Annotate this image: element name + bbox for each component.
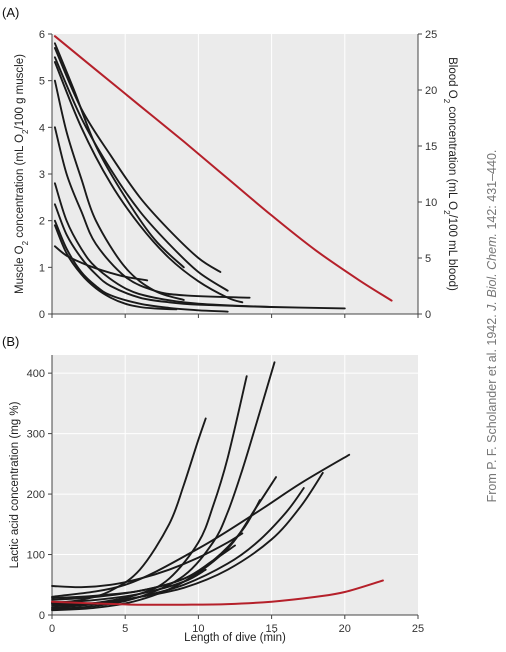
y-tick-label: 400 <box>27 368 45 380</box>
y-tick-label-right: 25 <box>425 29 437 41</box>
panel-a-label: (A) <box>2 5 19 20</box>
panel-a-chart: 0 1 2 3 4 5 6 0 5 10 15 20 25 Muscle O2 concentrati… <box>14 29 458 321</box>
panel-b-y-axis-label: Lactic acid concentration (mg %) <box>9 401 21 568</box>
x-tick-label: 0 <box>49 623 55 635</box>
red-series-line-12 <box>51 579 384 606</box>
x-tick-label: 15 <box>265 623 277 635</box>
black-series-line-1 <box>51 417 207 604</box>
panel-a-y-ticks-left: 0 1 2 3 4 5 6 <box>39 29 52 321</box>
y-tick-label-left: 2 <box>39 216 45 228</box>
y-tick-label-right: 20 <box>425 85 437 97</box>
black-series-line-6 <box>51 471 324 606</box>
black-series-line-8 <box>51 544 236 600</box>
y-tick-label-left: 0 <box>39 309 45 321</box>
black-series-line-7 <box>53 182 273 308</box>
y-tick-label-left: 4 <box>39 122 45 134</box>
source-credit: From P. F. Scholander et al. 1942. J. Bi… <box>485 150 499 503</box>
y-tick-label: 200 <box>27 489 45 501</box>
black-series-line-1 <box>53 42 185 269</box>
panel-a-right-axis-label: Blood O2 concentration (mL O2/100 mL blo… <box>443 57 459 291</box>
y-tick-label-left: 5 <box>39 76 45 88</box>
panel-b-x-ticks: 0 5 10 15 20 25 <box>49 615 424 635</box>
y-tick-label: 100 <box>27 550 45 562</box>
y-tick-label-right: 5 <box>425 253 431 265</box>
panel-b-y-ticks: 0 100 200 300 400 <box>27 368 52 622</box>
black-series-line-3 <box>53 56 229 292</box>
black-series-line-10 <box>51 532 244 589</box>
panel-b-plot-area <box>52 355 418 615</box>
y-tick-label: 300 <box>27 429 45 441</box>
black-series-line-10 <box>53 224 178 311</box>
y-tick-label-right: 10 <box>425 197 437 209</box>
panel-b-x-axis-label: Length of dive (min) <box>184 632 286 644</box>
x-tick-label: 25 <box>412 623 424 635</box>
x-tick-label: 10 <box>192 623 204 635</box>
black-series-line-9 <box>53 219 229 313</box>
black-series-line-11 <box>53 245 149 282</box>
y-tick-label-left: 3 <box>39 169 45 181</box>
black-series-line-6 <box>53 126 251 299</box>
panel-a-x-ticks <box>51 314 419 318</box>
panel-a-y-ticks-right: 0 5 10 15 20 25 <box>418 29 437 321</box>
black-series-line-8 <box>53 203 346 310</box>
panel-b-chart: 0 5 10 15 20 25 0 100 200 300 400 Length of dive … <box>9 355 424 644</box>
panel-b-series <box>51 361 384 612</box>
y-tick-label-right: 15 <box>425 141 437 153</box>
black-series-line-9 <box>51 568 207 604</box>
red-series-line-12 <box>53 35 393 302</box>
y-tick-label: 0 <box>39 610 45 622</box>
panel-a-left-axis-label: Muscle O2 concentration (mL O2/100 g mus… <box>14 54 30 294</box>
x-tick-label: 5 <box>122 623 128 635</box>
credit-suffix: 142: 431–440. <box>485 150 499 233</box>
y-tick-label-left: 6 <box>39 29 45 41</box>
panel-a-series <box>53 35 393 313</box>
panel-b-label: (B) <box>2 334 19 349</box>
x-tick-label: 20 <box>339 623 351 635</box>
credit-prefix: From P. F. Scholander et al. 1942. <box>485 311 499 503</box>
y-tick-label-left: 1 <box>39 262 45 274</box>
credit-journal: J. Biol. Chem. <box>485 233 499 312</box>
panel-a-grid <box>51 34 419 315</box>
black-series-line-2 <box>53 47 222 273</box>
black-series-line-11 <box>51 453 351 598</box>
y-tick-label-right: 0 <box>425 309 431 321</box>
